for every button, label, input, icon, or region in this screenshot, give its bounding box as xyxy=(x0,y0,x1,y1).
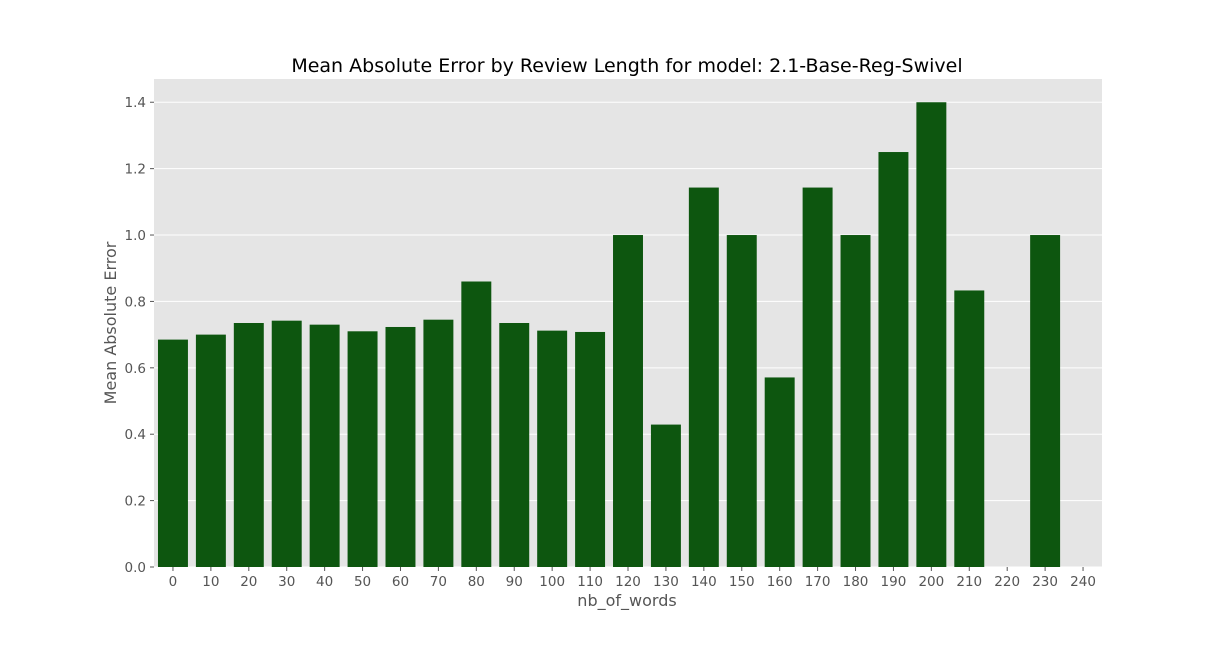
y-tick-label: 1.4 xyxy=(125,95,146,111)
x-tick-label: 110 xyxy=(577,574,603,590)
x-axis-ticks: 0 10 20 30 40 50 60 70 80 90 100 110 120 130 140 150 160… xyxy=(169,567,1096,590)
x-tick-label: 20 xyxy=(240,574,257,590)
bar-90 xyxy=(499,323,530,567)
x-tick-label: 170 xyxy=(805,574,831,590)
x-tick-label: 200 xyxy=(918,574,944,590)
bar-50 xyxy=(347,331,378,567)
bar-70 xyxy=(423,319,454,567)
x-tick-label: 10 xyxy=(202,574,219,590)
x-tick-label: 190 xyxy=(881,574,907,590)
y-tick-label: 1.2 xyxy=(125,162,146,178)
x-tick-label: 100 xyxy=(539,574,565,590)
y-tick-label: 0.6 xyxy=(125,361,146,377)
bar-170 xyxy=(802,187,833,567)
x-tick-label: 140 xyxy=(691,574,717,590)
x-tick-label: 40 xyxy=(316,574,333,590)
chart-title: Mean Absolute Error by Review Length for… xyxy=(291,55,962,77)
x-axis-label: nb_of_words xyxy=(577,591,676,611)
bar-100 xyxy=(537,330,568,567)
bar-140 xyxy=(688,187,719,567)
x-tick-label: 90 xyxy=(506,574,523,590)
x-tick-label: 230 xyxy=(1032,574,1058,590)
x-tick-label: 150 xyxy=(729,574,755,590)
x-tick-label: 210 xyxy=(956,574,982,590)
bar-180 xyxy=(840,235,871,567)
bar-80 xyxy=(461,281,492,567)
y-tick-label: 0.4 xyxy=(125,427,146,443)
x-tick-label: 160 xyxy=(767,574,793,590)
x-tick-label: 30 xyxy=(278,574,295,590)
bars xyxy=(157,102,1061,568)
bar-120 xyxy=(613,235,643,567)
x-tick-label: 80 xyxy=(468,574,485,590)
x-tick-label: 240 xyxy=(1070,574,1096,590)
x-tick-label: 130 xyxy=(653,574,679,590)
bar-10 xyxy=(195,334,226,567)
bar-210 xyxy=(954,290,985,567)
bar-190 xyxy=(878,152,909,568)
bar-0 xyxy=(157,339,188,567)
bar-20 xyxy=(233,323,264,567)
bar-160 xyxy=(764,377,795,567)
bar-110 xyxy=(575,331,606,567)
bar-30 xyxy=(271,320,302,567)
bar-60 xyxy=(385,326,416,567)
y-tick-label: 0.8 xyxy=(125,294,146,310)
y-axis-label: Mean Absolute Error xyxy=(101,241,120,404)
bar-200 xyxy=(916,102,947,567)
y-tick-label: 1.0 xyxy=(125,228,146,244)
y-axis-ticks: 0.0 0.2 0.4 0.6 0.8 1.0 1.2 1.4 xyxy=(125,95,154,576)
x-tick-label: 60 xyxy=(392,574,409,590)
bar-130 xyxy=(650,424,681,567)
bar-150 xyxy=(726,235,757,567)
x-tick-label: 180 xyxy=(843,574,869,590)
bar-230 xyxy=(1030,235,1061,567)
bar-40 xyxy=(309,324,340,567)
x-tick-label: 70 xyxy=(430,574,447,590)
y-tick-label: 0.2 xyxy=(125,494,146,510)
x-tick-label: 50 xyxy=(354,574,371,590)
y-tick-label: 0.0 xyxy=(125,560,146,576)
x-tick-label: 0 xyxy=(169,574,178,590)
x-tick-label: 220 xyxy=(994,574,1020,590)
x-tick-label: 120 xyxy=(615,574,641,590)
